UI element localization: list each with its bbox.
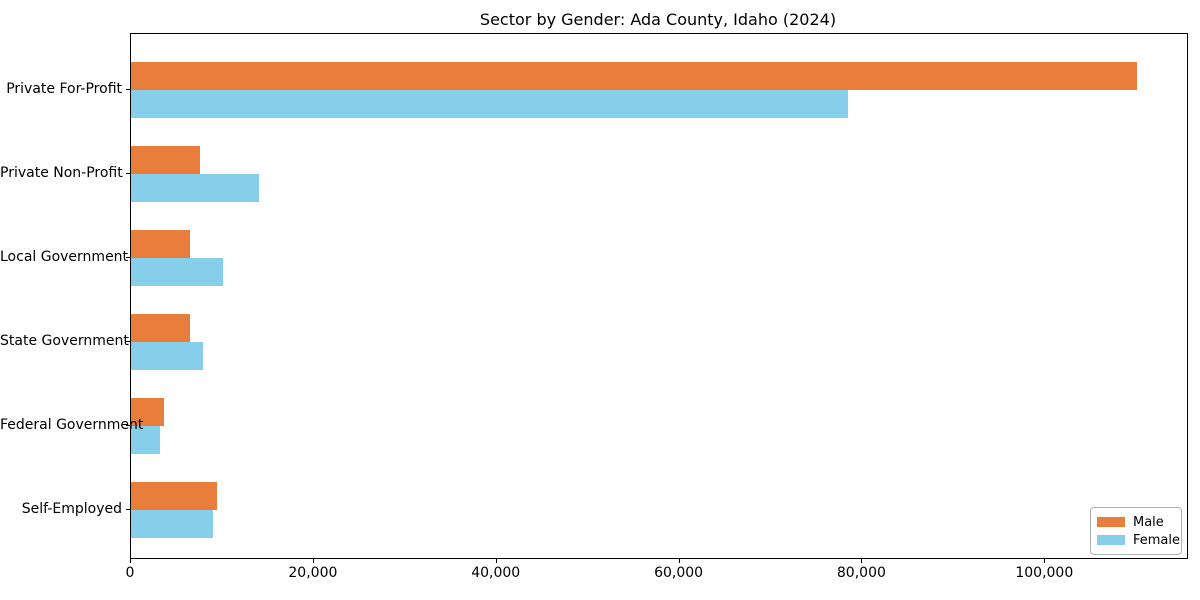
bar-female-0	[131, 90, 848, 118]
x-tick-label: 20,000	[288, 565, 338, 581]
y-tick-label: State Government	[0, 333, 129, 349]
bar-female-5	[131, 510, 214, 538]
bar-male-2	[131, 230, 191, 258]
y-tick-label: Private For-Profit	[6, 81, 122, 97]
x-tick-mark	[130, 558, 131, 563]
x-tick-mark	[1044, 558, 1046, 563]
bar-male-1	[131, 146, 200, 174]
x-tick-label: 0	[125, 565, 135, 581]
bar-female-1	[131, 174, 259, 202]
y-tick-mark	[126, 89, 131, 90]
y-tick-mark	[126, 425, 131, 426]
x-tick-mark	[312, 558, 314, 563]
x-tick-label: 60,000	[654, 565, 704, 581]
y-tick-label: Private Non-Profit	[0, 165, 123, 181]
legend-swatch-male-icon	[1097, 517, 1125, 527]
y-tick-mark	[126, 509, 131, 510]
chart-title: Sector by Gender: Ada County, Idaho (202…	[479, 10, 837, 29]
x-tick-mark	[678, 558, 680, 563]
y-tick-label: Federal Government	[0, 417, 144, 433]
bar-female-3	[131, 342, 204, 370]
x-tick-mark	[861, 558, 863, 563]
bar-male-0	[131, 62, 1137, 90]
y-tick-mark	[126, 257, 131, 258]
bar-male-4	[131, 398, 164, 426]
x-tick-label: 80,000	[836, 565, 886, 581]
bar-female-2	[131, 258, 224, 286]
y-tick-label: Local Government	[0, 249, 129, 265]
legend: Male Female	[1090, 507, 1182, 555]
bar-female-4	[131, 426, 161, 454]
plot-area	[130, 33, 1188, 559]
x-tick-label: 40,000	[471, 565, 521, 581]
bar-male-5	[131, 482, 217, 510]
legend-swatch-female-icon	[1097, 535, 1125, 545]
y-tick-label: Self-Employed	[21, 501, 122, 517]
legend-item-female: Female	[1097, 531, 1180, 549]
y-tick-mark	[126, 341, 131, 342]
legend-label: Male	[1133, 514, 1164, 530]
x-tick-label: 100,000	[1015, 565, 1074, 581]
legend-label: Female	[1133, 532, 1181, 548]
x-tick-mark	[495, 558, 497, 563]
y-tick-mark	[126, 173, 131, 174]
bar-male-3	[131, 314, 191, 342]
legend-item-male: Male	[1097, 513, 1173, 531]
